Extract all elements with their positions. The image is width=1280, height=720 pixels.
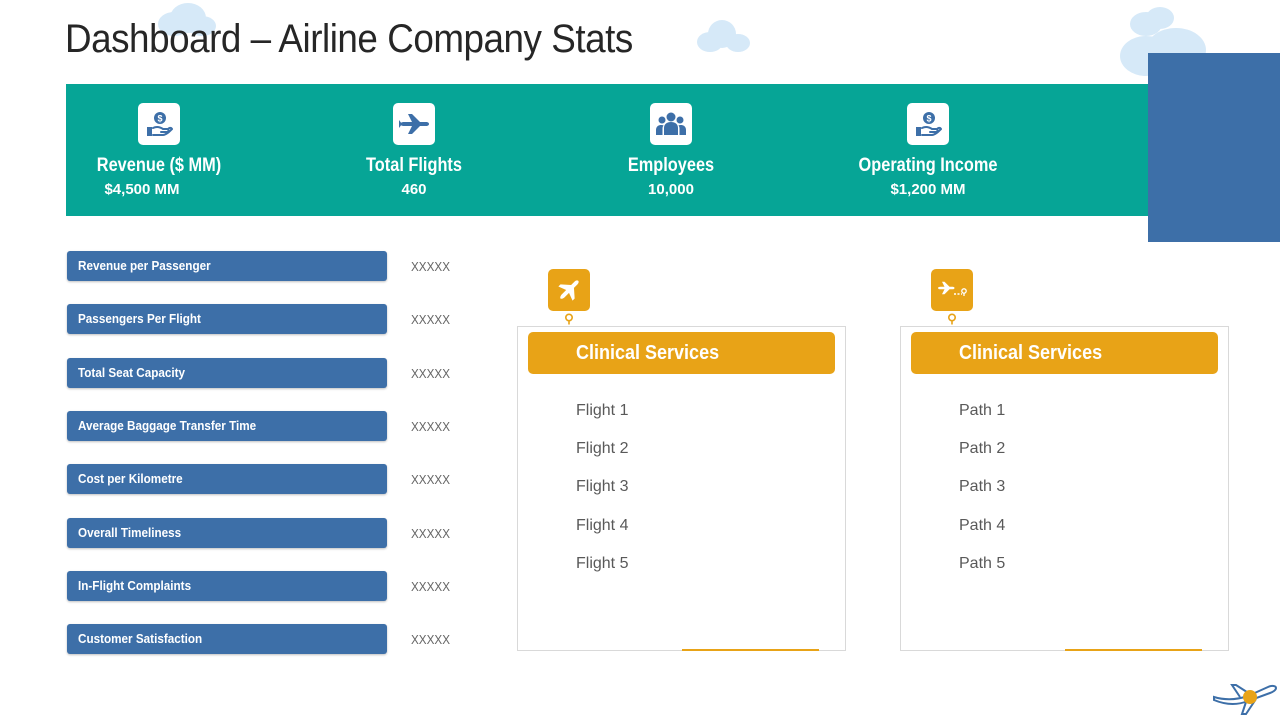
metric-row: Revenue per Passenger XXXXX [67,251,487,281]
metric-pill: Average Baggage Transfer Time [67,411,387,441]
metric-row: Overall Timeliness XXXXX [67,518,487,548]
metric-value: XXXXX [411,579,451,594]
metric-pill: Revenue per Passenger [67,251,387,281]
metric-row: Passengers Per Flight XXXXX [67,304,487,334]
metric-label: Overall Timeliness [78,525,182,540]
cloud-decoration [697,20,750,52]
money-hand-icon: $ [907,103,949,145]
kpi-employees: Employees 10,000 [551,84,791,199]
metric-value: XXXXX [411,419,451,434]
corner-accent-block [1148,53,1280,242]
metric-value: XXXXX [411,472,451,487]
kpi-label: Total Flights [366,155,462,176]
kpi-value: $1,200 MM [890,181,966,198]
paths-card: Clinical Services Path 1 Path 2 Path 3 P… [900,326,1229,651]
people-group-icon [650,103,692,145]
location-pin-icon [947,313,957,325]
list-item: Flight 3 [576,478,629,495]
kpi-value: $4,500 MM [104,181,180,198]
metric-value: XXXXX [411,312,451,327]
list-item: Flight 1 [576,402,629,419]
card-accent-line [682,649,819,651]
list-item: Path 4 [959,517,1006,534]
list-item: Path 2 [959,440,1006,457]
kpi-label: Employees [627,155,715,176]
flight-path-icon [931,269,973,311]
kpi-revenue: $ Revenue ($ MM) $4,500 MM [39,84,279,199]
kpi-total-flights: Total Flights 460 [294,84,534,199]
metric-pill: Passengers Per Flight [67,304,387,334]
page-title: Dashboard – Airline Company Stats [65,17,633,61]
location-pin-icon [564,313,574,325]
metric-row: In-Flight Complaints XXXXX [67,571,487,601]
metric-label: Customer Satisfaction [78,631,203,646]
metric-value: XXXXX [411,526,451,541]
metric-pill: Cost per Kilometre [67,464,387,494]
kpi-banner: $ Revenue ($ MM) $4,500 MM Total Flights… [66,84,1148,216]
metric-value: XXXXX [411,259,451,274]
metric-row: Customer Satisfaction XXXXX [67,624,487,654]
cloud-decoration [158,3,216,36]
svg-text:$: $ [157,114,162,124]
metric-label: Revenue per Passenger [78,258,211,273]
kpi-label: Operating Income [858,155,998,176]
metric-value: XXXXX [411,366,451,381]
metric-row: Cost per Kilometre XXXXX [67,464,487,494]
metric-label: In-Flight Complaints [78,578,192,593]
kpi-value: 460 [401,181,427,198]
svg-text:$: $ [926,114,931,124]
list-item: Flight 2 [576,440,629,457]
kpi-value: 10,000 [648,181,694,198]
card-title: Clinical Services [959,342,1103,364]
card-header: Clinical Services [528,332,835,374]
airplane-icon [548,269,590,311]
card-title: Clinical Services [576,342,720,364]
money-hand-icon: $ [138,103,180,145]
list-item: Path 1 [959,402,1006,419]
list-item: Flight 5 [576,555,629,572]
flights-card: Clinical Services Flight 1 Flight 2 Flig… [517,326,846,651]
list-item: Path 3 [959,478,1006,495]
card-accent-line [1065,649,1202,651]
metric-label: Passengers Per Flight [78,311,201,326]
kpi-operating-income: $ Operating Income $1,200 MM [808,84,1048,199]
list-item: Flight 4 [576,517,629,534]
list-item: Path 5 [959,555,1006,572]
metric-pill: Total Seat Capacity [67,358,387,388]
metric-value: XXXXX [411,632,451,647]
metric-label: Cost per Kilometre [78,471,183,486]
kpi-label: Revenue ($ MM) [96,155,222,176]
metric-label: Total Seat Capacity [78,365,186,380]
airplane-icon [393,103,435,145]
metric-pill: In-Flight Complaints [67,571,387,601]
metric-row: Total Seat Capacity XXXXX [67,358,487,388]
decorative-plane-icon [1213,684,1278,715]
metric-label: Average Baggage Transfer Time [78,418,257,433]
metric-pill: Customer Satisfaction [67,624,387,654]
metric-row: Average Baggage Transfer Time XXXXX [67,411,487,441]
metric-pill: Overall Timeliness [67,518,387,548]
card-header: Clinical Services [911,332,1218,374]
